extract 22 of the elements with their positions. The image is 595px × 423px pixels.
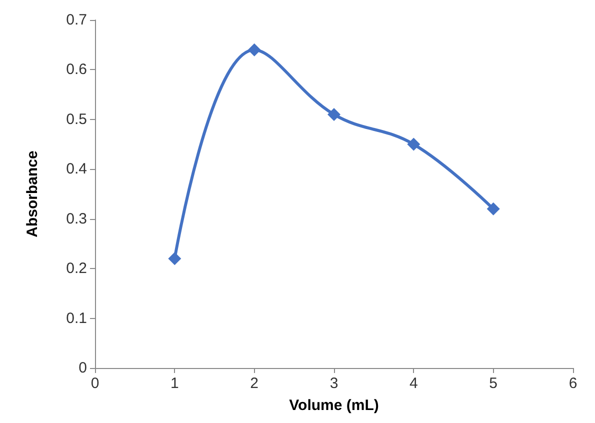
y-tick-label: 0.4: [66, 160, 87, 178]
y-tick-label: 0.7: [66, 12, 87, 28]
x-tick-label: 0: [90, 375, 100, 392]
point: [486, 202, 500, 216]
x-axis-title: Volume (mL): [289, 397, 379, 414]
y-tick-label: 0: [78, 360, 87, 376]
x-tick-label: 4: [409, 375, 418, 392]
point: [168, 252, 182, 266]
y-tick-label: 0.1: [66, 310, 87, 327]
point: [407, 138, 420, 151]
x-tick-label: 6: [568, 375, 578, 392]
y-tick-label: 0.2: [66, 260, 87, 278]
y-tick-label: 0.3: [66, 210, 87, 228]
point: [248, 43, 261, 56]
y-axis-title: Absorbance: [24, 150, 41, 238]
x-tick-label: 1: [170, 375, 179, 392]
x-tick-label: 2: [250, 375, 259, 392]
x-tick-label: 5: [489, 375, 498, 392]
y-tick-label: 0.6: [66, 61, 87, 78]
x-tick-label: 3: [330, 375, 338, 392]
point: [328, 108, 340, 121]
y-tick-label: 0.5: [66, 110, 87, 128]
